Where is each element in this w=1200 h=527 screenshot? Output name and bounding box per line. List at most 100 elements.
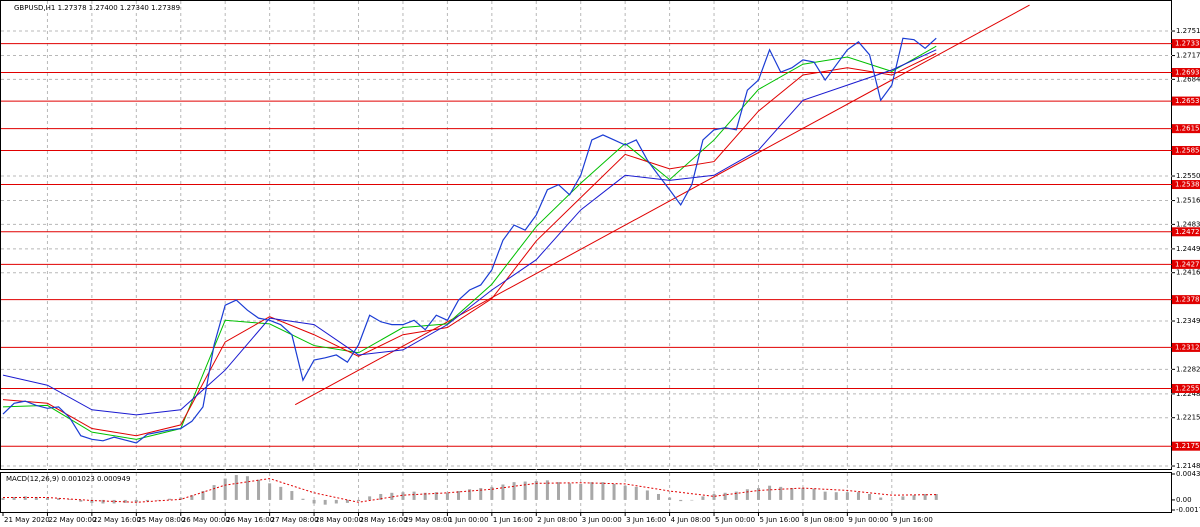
macd-bar [501, 484, 505, 500]
level-label: 1.25382 [1175, 181, 1200, 189]
macd-bar [123, 499, 127, 503]
x-tick-label: 2 Jun 08:00 [537, 516, 577, 524]
macd-bar [23, 496, 27, 500]
y-tick-label: 1.27170 [1176, 52, 1200, 60]
macd-bar [479, 488, 483, 500]
macd-bar [257, 479, 261, 500]
macd-bar [68, 499, 72, 500]
macd-bar [545, 480, 549, 500]
macd-bar [434, 492, 438, 500]
macd-bar [112, 499, 116, 504]
macd-bar [445, 492, 449, 500]
macd-bar [212, 485, 216, 500]
level-label: 1.25854 [1175, 146, 1200, 154]
macd-bar [312, 499, 316, 504]
macd-bar [734, 491, 738, 500]
level-label: 1.23124 [1175, 343, 1200, 351]
y-tick-label: 1.24490 [1176, 245, 1200, 253]
macd-bar [679, 499, 683, 502]
x-tick-label: 9 Jun 00:00 [848, 516, 888, 524]
level-label-bg [1172, 383, 1200, 393]
macd-bar [412, 491, 416, 500]
level-label-bg [1172, 68, 1200, 78]
x-tick-label: 28 May 16:00 [360, 516, 408, 524]
level-label: 1.24275 [1175, 260, 1200, 268]
macd-bar [201, 491, 205, 500]
macd-bar [301, 498, 305, 500]
x-tick-label: 26 May 00:00 [182, 516, 230, 524]
macd-bar [345, 499, 349, 503]
level-label: 1.26935 [1175, 69, 1200, 77]
y-tick-label: 1.25500 [1176, 172, 1200, 180]
x-tick-label: 25 May 08:00 [137, 516, 185, 524]
macd-bar [279, 486, 283, 500]
macd-bar [168, 498, 172, 500]
macd-bar [223, 478, 227, 500]
macd-bar [656, 493, 660, 500]
macd-bar [601, 482, 605, 500]
macd-bar [134, 499, 138, 503]
level-label-bg [1172, 124, 1200, 134]
x-tick-label: 1 Jun 00:00 [448, 516, 488, 524]
macd-bar [523, 481, 527, 500]
y-tick-label: 1.24160 [1176, 269, 1200, 277]
macd-bar [934, 493, 938, 500]
macd-bar [879, 497, 883, 500]
macd-bar [579, 483, 583, 500]
macd-bar [845, 492, 849, 500]
moving-average [2, 52, 937, 437]
x-tick-label: 22 May 16:00 [93, 516, 141, 524]
macd-y-tick-label: 0.004372 [1176, 470, 1200, 478]
macd-bar [457, 491, 461, 500]
macd-bar [90, 499, 94, 503]
macd-bar [923, 493, 927, 500]
level-label-bg [1172, 441, 1200, 451]
x-tick-label: 1 Jun 16:00 [493, 516, 533, 524]
macd-bar [801, 488, 805, 500]
level-label-bg [1172, 145, 1200, 155]
macd-bar [34, 496, 38, 500]
level-label: 1.26157 [1175, 125, 1200, 133]
macd-bar [190, 495, 194, 500]
y-tick-label: 1.26840 [1176, 75, 1200, 83]
macd-bar [390, 492, 394, 500]
x-tick-label: 8 Jun 08:00 [804, 516, 844, 524]
macd-bar [868, 493, 872, 500]
macd-bar [912, 495, 916, 500]
macd-bar [645, 490, 649, 500]
macd-bar [690, 499, 694, 501]
macd-bar [723, 492, 727, 500]
level-label: 1.21755 [1175, 442, 1200, 450]
macd-bar [712, 493, 716, 500]
macd-bar [612, 483, 616, 500]
y-tick-label: 1.22150 [1176, 414, 1200, 422]
level-label-bg [1172, 259, 1200, 269]
macd-bar [512, 482, 516, 500]
macd-bar [834, 492, 838, 500]
macd-bar [290, 491, 294, 500]
macd-bar [145, 499, 149, 502]
macd-bar [634, 486, 638, 500]
trendline [294, 4, 1030, 406]
macd-bar [623, 485, 627, 500]
macd-bar [101, 499, 105, 504]
x-tick-label: 9 Jun 16:00 [893, 516, 933, 524]
macd-bar [234, 475, 238, 500]
level-label-bg [1172, 96, 1200, 106]
macd-bar [668, 497, 672, 500]
macd-bar [1, 498, 5, 500]
macd-bar [157, 499, 161, 501]
macd-bar [534, 480, 538, 500]
macd-bar [823, 491, 827, 500]
macd-bar [890, 499, 894, 501]
macd-bar [268, 483, 272, 500]
price-line [2, 37, 937, 444]
level-label: 1.26539 [1175, 97, 1200, 105]
macd-bar [468, 489, 472, 500]
x-tick-label: 22 May 00:00 [48, 516, 96, 524]
level-label-bg [1172, 227, 1200, 237]
level-label: 1.27336 [1175, 40, 1200, 48]
y-tick-label: 1.24830 [1176, 220, 1200, 228]
main-panel [0, 0, 1172, 470]
